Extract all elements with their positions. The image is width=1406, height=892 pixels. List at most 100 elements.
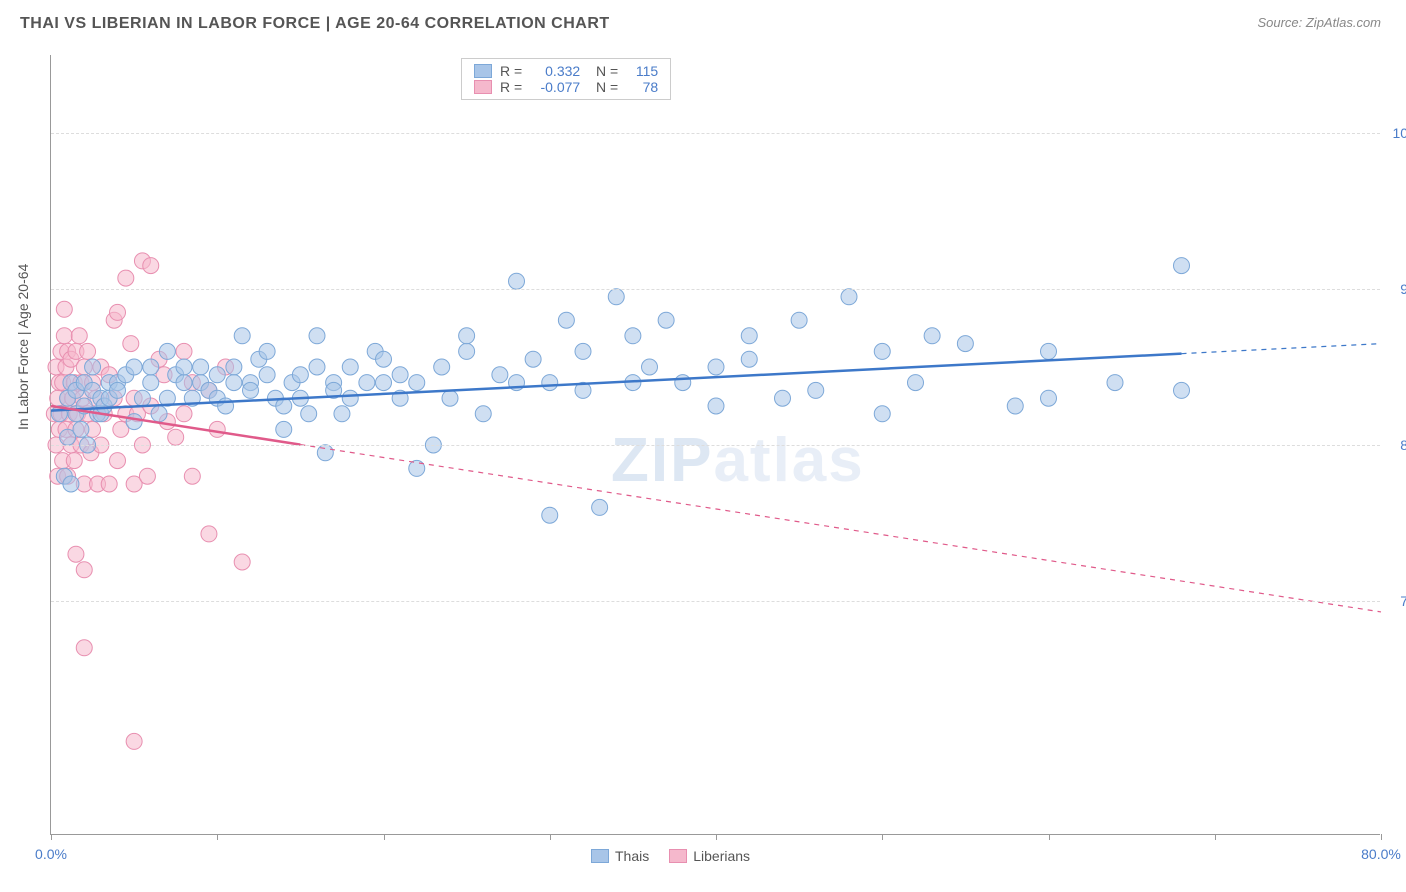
data-point bbox=[708, 359, 724, 375]
data-point bbox=[1174, 382, 1190, 398]
data-point bbox=[442, 390, 458, 406]
data-point bbox=[73, 421, 89, 437]
data-point bbox=[1174, 258, 1190, 274]
data-point bbox=[139, 468, 155, 484]
data-point bbox=[376, 351, 392, 367]
legend-r-value: 0.332 bbox=[530, 63, 580, 79]
data-point bbox=[434, 359, 450, 375]
legend-series-label: Liberians bbox=[693, 848, 750, 864]
legend-stat-row: R = 0.332 N = 115 bbox=[474, 63, 658, 79]
source-attribution: Source: ZipAtlas.com bbox=[1257, 15, 1381, 30]
data-point bbox=[176, 375, 192, 391]
data-point bbox=[808, 382, 824, 398]
gridline bbox=[51, 601, 1380, 602]
x-tick bbox=[51, 834, 52, 840]
data-point bbox=[575, 343, 591, 359]
data-point bbox=[143, 359, 159, 375]
data-point bbox=[301, 406, 317, 422]
correlation-legend: R = 0.332 N = 115 R = -0.077 N = 78 bbox=[461, 58, 671, 100]
data-point bbox=[392, 367, 408, 383]
data-point bbox=[80, 343, 96, 359]
x-tick bbox=[217, 834, 218, 840]
data-point bbox=[334, 406, 350, 422]
data-point bbox=[63, 476, 79, 492]
legend-stat-row: R = -0.077 N = 78 bbox=[474, 79, 658, 95]
data-point bbox=[209, 367, 225, 383]
data-point bbox=[143, 258, 159, 274]
data-point bbox=[126, 359, 142, 375]
legend-n-value: 115 bbox=[626, 63, 658, 79]
data-point bbox=[592, 499, 608, 515]
data-point bbox=[874, 406, 890, 422]
trend-line-dashed bbox=[1182, 344, 1382, 354]
y-tick-label: 100.0% bbox=[1393, 125, 1406, 141]
data-point bbox=[708, 398, 724, 414]
legend-r-value: -0.077 bbox=[530, 79, 580, 95]
data-point bbox=[110, 453, 126, 469]
chart-title: THAI VS LIBERIAN IN LABOR FORCE | AGE 20… bbox=[20, 15, 1386, 33]
data-point bbox=[101, 476, 117, 492]
data-point bbox=[56, 301, 72, 317]
y-axis-label: In Labor Force | Age 20-64 bbox=[15, 264, 31, 430]
data-point bbox=[123, 336, 139, 352]
data-point bbox=[608, 289, 624, 305]
legend-r-label: R = bbox=[500, 63, 522, 79]
x-tick bbox=[1215, 834, 1216, 840]
data-point bbox=[509, 273, 525, 289]
data-point bbox=[209, 421, 225, 437]
data-point bbox=[259, 343, 275, 359]
data-point bbox=[908, 375, 924, 391]
data-point bbox=[558, 312, 574, 328]
data-point bbox=[957, 336, 973, 352]
data-point bbox=[176, 359, 192, 375]
data-point bbox=[775, 390, 791, 406]
data-point bbox=[317, 445, 333, 461]
data-point bbox=[126, 733, 142, 749]
legend-swatch bbox=[669, 849, 687, 863]
y-tick-label: 80.0% bbox=[1400, 437, 1406, 453]
x-tick bbox=[550, 834, 551, 840]
data-point bbox=[76, 562, 92, 578]
data-point bbox=[359, 375, 375, 391]
data-point bbox=[376, 375, 392, 391]
data-point bbox=[176, 406, 192, 422]
data-point bbox=[176, 343, 192, 359]
data-point bbox=[168, 429, 184, 445]
trend-line-dashed bbox=[300, 445, 1381, 612]
legend-swatch bbox=[591, 849, 609, 863]
x-tick bbox=[1049, 834, 1050, 840]
data-point bbox=[118, 270, 134, 286]
data-point bbox=[342, 359, 358, 375]
data-point bbox=[924, 328, 940, 344]
gridline bbox=[51, 445, 1380, 446]
series-legend: Thais Liberians bbox=[591, 848, 750, 864]
data-point bbox=[110, 382, 126, 398]
data-point bbox=[309, 359, 325, 375]
x-tick bbox=[716, 834, 717, 840]
data-point bbox=[243, 382, 259, 398]
data-point bbox=[409, 460, 425, 476]
y-tick-label: 90.0% bbox=[1400, 281, 1406, 297]
data-point bbox=[841, 289, 857, 305]
data-point bbox=[1107, 375, 1123, 391]
data-point bbox=[309, 328, 325, 344]
legend-series-item: Thais bbox=[591, 848, 649, 864]
data-point bbox=[1041, 343, 1057, 359]
data-point bbox=[126, 414, 142, 430]
data-point bbox=[292, 367, 308, 383]
legend-n-value: 78 bbox=[626, 79, 658, 95]
legend-swatch bbox=[474, 80, 492, 94]
x-tick bbox=[882, 834, 883, 840]
data-point bbox=[193, 359, 209, 375]
legend-r-label: R = bbox=[500, 79, 522, 95]
data-point bbox=[151, 406, 167, 422]
data-point bbox=[159, 343, 175, 359]
data-point bbox=[68, 546, 84, 562]
data-point bbox=[76, 640, 92, 656]
data-point bbox=[874, 343, 890, 359]
data-point bbox=[1041, 390, 1057, 406]
data-point bbox=[110, 304, 126, 320]
x-tick-label: 80.0% bbox=[1361, 846, 1401, 862]
data-point bbox=[85, 359, 101, 375]
data-point bbox=[741, 351, 757, 367]
